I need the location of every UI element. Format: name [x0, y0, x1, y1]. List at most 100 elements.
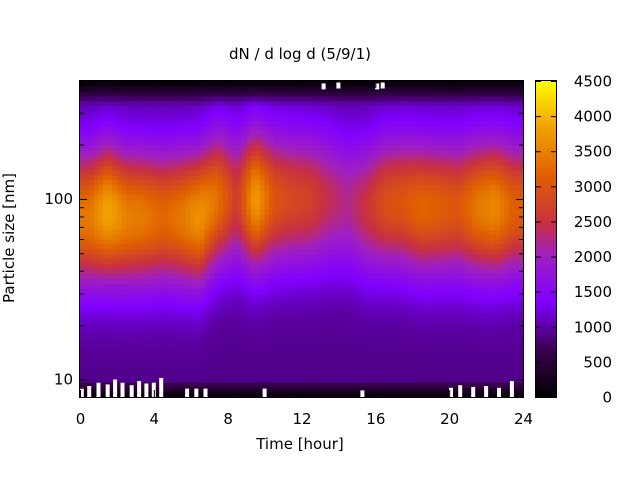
heatmap-cell — [93, 209, 100, 215]
heatmap-cell — [144, 204, 150, 210]
heatmap-cell — [172, 155, 178, 161]
heatmap-cell — [393, 224, 399, 230]
heatmap-cell — [361, 164, 367, 171]
heatmap-cell — [246, 278, 252, 285]
heatmap-cell — [319, 332, 326, 339]
heatmap-cell — [135, 90, 141, 97]
heatmap-cell — [186, 184, 192, 191]
heatmap-cell — [370, 313, 376, 319]
heatmap-cell — [93, 229, 100, 235]
heatmap-cell — [287, 160, 293, 166]
heatmap-cell — [407, 125, 413, 131]
heatmap-cell — [370, 253, 376, 260]
heatmap-cell — [370, 125, 376, 131]
heatmap-cell — [421, 313, 427, 319]
heatmap-cell — [389, 145, 395, 151]
heatmap-cell — [389, 318, 395, 324]
heatmap-cell — [273, 243, 280, 250]
heatmap-cell — [158, 248, 164, 255]
heatmap-cell — [121, 130, 127, 136]
heatmap-cell — [287, 100, 293, 107]
heatmap-cell — [199, 169, 206, 176]
heatmap-cell — [223, 184, 229, 191]
heatmap-cell — [292, 258, 298, 265]
heatmap-cell — [163, 322, 169, 329]
heatmap-cell — [246, 85, 252, 92]
heatmap-cell — [84, 273, 90, 280]
heatmap-cell — [306, 303, 312, 309]
heatmap-cell — [223, 155, 229, 161]
heatmap-cell — [370, 278, 376, 285]
heatmap-cell — [333, 387, 340, 393]
heatmap-cell — [112, 372, 118, 378]
heatmap-cell — [283, 347, 289, 354]
heatmap-cell — [296, 219, 303, 225]
heatmap-cell — [255, 239, 261, 245]
heatmap-cell — [430, 189, 436, 196]
heatmap-cell — [103, 120, 109, 127]
heatmap-cell — [389, 332, 395, 339]
heatmap-cell — [412, 308, 418, 314]
heatmap-cell — [163, 224, 169, 230]
heatmap-cell — [384, 298, 390, 304]
heatmap-cell — [135, 224, 141, 230]
heatmap-cell — [283, 100, 289, 107]
heatmap-cell — [333, 105, 340, 112]
heatmap-cell — [426, 392, 432, 398]
heatmap-cell — [176, 248, 183, 255]
heatmap-cell — [209, 120, 215, 127]
heatmap-cell — [181, 298, 187, 304]
heatmap-cell — [269, 81, 275, 87]
heatmap-cell — [98, 273, 104, 280]
heatmap-cell — [139, 150, 146, 156]
heatmap-cell — [186, 347, 192, 354]
heatmap-cell — [292, 372, 298, 378]
heatmap-cell — [93, 308, 100, 314]
heatmap-cell — [347, 214, 353, 220]
heatmap-cell — [167, 347, 173, 354]
heatmap-cell — [149, 347, 155, 354]
heatmap-cell — [199, 268, 206, 275]
heatmap-cell — [416, 298, 423, 304]
heatmap-cell — [181, 120, 187, 127]
heatmap-cell — [356, 209, 363, 215]
heatmap-cell — [426, 243, 432, 250]
heatmap-cell — [306, 283, 312, 289]
heatmap-cell — [227, 189, 233, 196]
heatmap-cell — [343, 169, 349, 176]
heatmap-cell — [195, 377, 201, 383]
heatmap-cell — [199, 81, 206, 87]
heatmap-cell — [375, 155, 381, 161]
heatmap-cell — [379, 179, 386, 186]
heatmap-cell — [407, 318, 413, 324]
heatmap-cell — [149, 367, 155, 373]
heatmap-cell — [186, 357, 192, 364]
heatmap-cell — [236, 105, 243, 112]
heatmap-cell — [126, 248, 132, 255]
heatmap-cell — [370, 283, 376, 289]
heatmap-cell — [338, 204, 344, 210]
heatmap-cell — [389, 135, 395, 141]
heatmap-cell — [186, 352, 192, 359]
heatmap-cell — [144, 357, 150, 364]
heatmap-cell — [255, 130, 261, 136]
heatmap-cell — [287, 189, 293, 196]
heatmap-cell — [223, 85, 229, 92]
heatmap-cell — [93, 130, 100, 136]
heatmap-cell — [144, 342, 150, 349]
heatmap-cell — [384, 140, 390, 146]
heatmap-cell — [186, 209, 192, 215]
heatmap-cell — [186, 81, 192, 87]
heatmap-cell — [356, 273, 363, 280]
heatmap-cell — [121, 95, 127, 102]
heatmap-cell — [232, 189, 238, 196]
heatmap-cell — [144, 268, 150, 275]
heatmap-cell — [121, 239, 127, 245]
heatmap-cell — [403, 268, 409, 275]
heatmap-cell — [435, 362, 441, 368]
heatmap-cell — [199, 120, 206, 127]
heatmap-cell — [103, 95, 109, 102]
heatmap-cell — [255, 164, 261, 171]
heatmap-cell — [366, 332, 372, 339]
heatmap-cell — [301, 258, 307, 265]
